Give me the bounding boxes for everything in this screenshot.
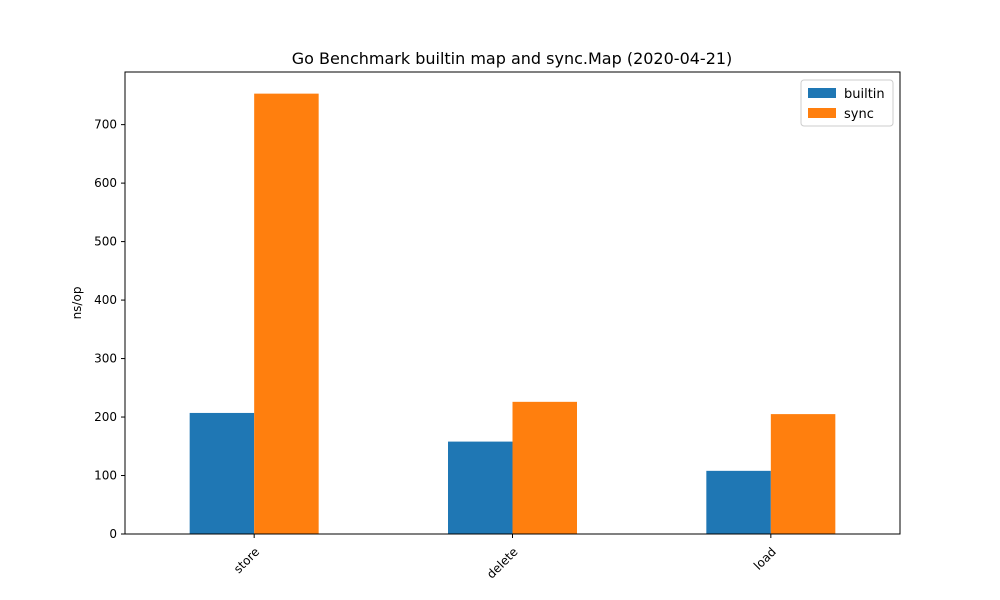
bar-sync-store [254, 93, 319, 535]
bar-builtin-load [706, 470, 771, 534]
legend-swatch-sync [808, 108, 836, 118]
legend: builtin sync [800, 79, 894, 127]
y-tick-label: 600 [94, 176, 117, 190]
bar-sync-delete [512, 401, 577, 534]
y-tick-label: 0 [109, 527, 117, 541]
bar-builtin-delete [448, 441, 513, 534]
y-tick-label: 200 [94, 410, 117, 424]
legend-label-sync: sync [844, 107, 874, 122]
legend-label-builtin: builtin [844, 87, 885, 102]
bar-builtin-store [189, 412, 255, 534]
chart-title: Go Benchmark builtin map and sync.Map (2… [292, 49, 733, 68]
y-axis-label: ns/op [70, 287, 84, 320]
y-tick-label: 700 [94, 118, 117, 132]
bar-sync-load [770, 414, 836, 534]
y-tick-label: 100 [94, 469, 117, 483]
y-tick-label: 500 [94, 235, 117, 249]
y-axis: 0 100 200 300 400 500 600 700 [94, 118, 125, 541]
y-tick-label: 300 [94, 352, 117, 366]
legend-swatch-builtin [808, 88, 836, 98]
bars-group [189, 93, 836, 535]
y-tick-label: 400 [94, 293, 117, 307]
